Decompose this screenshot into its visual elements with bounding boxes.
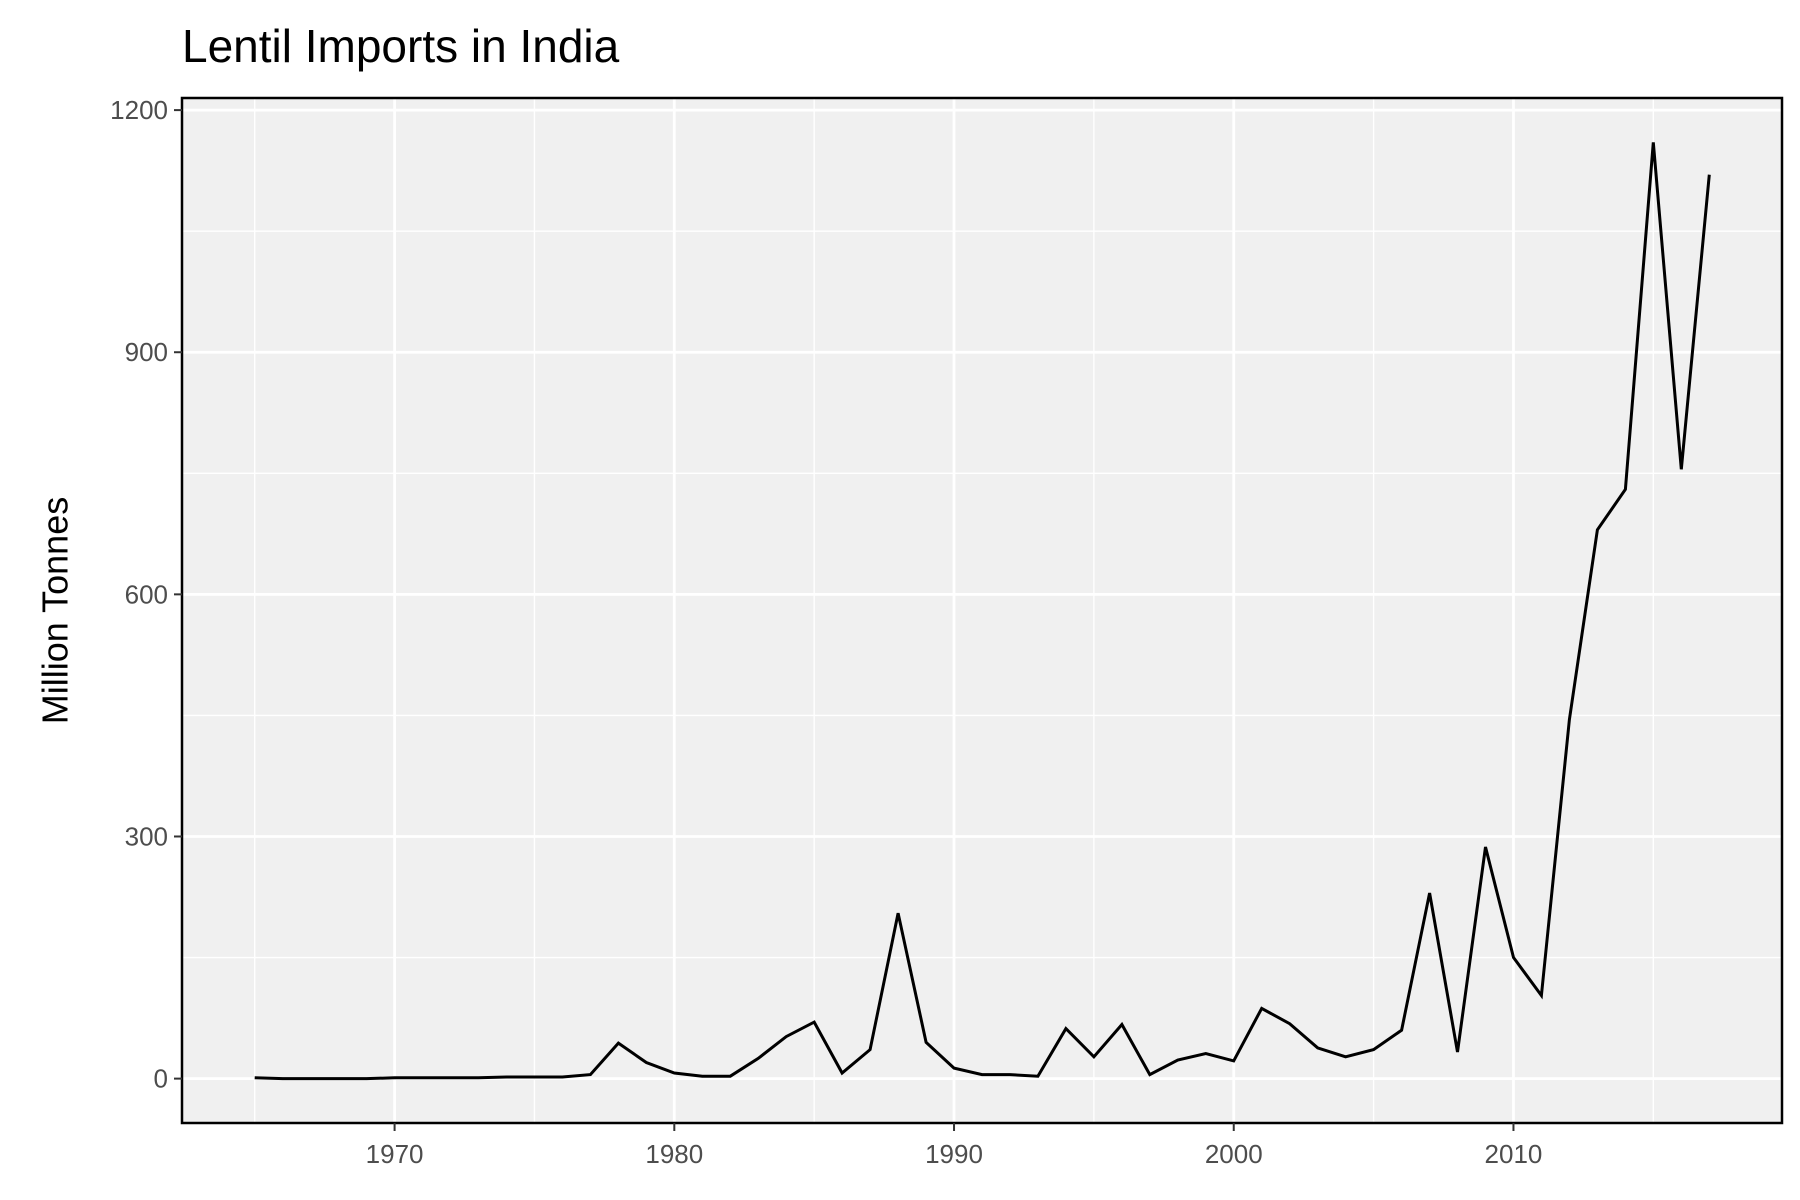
x-tick-label: 1970: [366, 1139, 424, 1169]
x-axis: 1970 1980 1990 2000 2010: [366, 1123, 1543, 1169]
minor-gridlines: [182, 98, 1782, 1123]
y-axis-label: Million Tonnes: [35, 497, 76, 724]
major-gridlines: [182, 98, 1782, 1123]
y-tick-label: 1200: [110, 95, 168, 125]
plot-panel: [182, 98, 1782, 1123]
plot-border: [180, 96, 1784, 1125]
y-axis: 0 300 600 900 1200: [110, 95, 182, 1094]
series-line: [254, 142, 1711, 1081]
y-tick-label: 0: [154, 1064, 168, 1094]
y-tick-label: 600: [125, 579, 168, 609]
y-tick-label: 300: [125, 821, 168, 851]
chart-title: Lentil Imports in India: [182, 20, 620, 72]
y-tick-label: 900: [125, 337, 168, 367]
x-tick-label: 2000: [1205, 1139, 1263, 1169]
x-tick-label: 1980: [645, 1139, 703, 1169]
x-tick-label: 1990: [925, 1139, 983, 1169]
x-tick-label: 2010: [1485, 1139, 1543, 1169]
